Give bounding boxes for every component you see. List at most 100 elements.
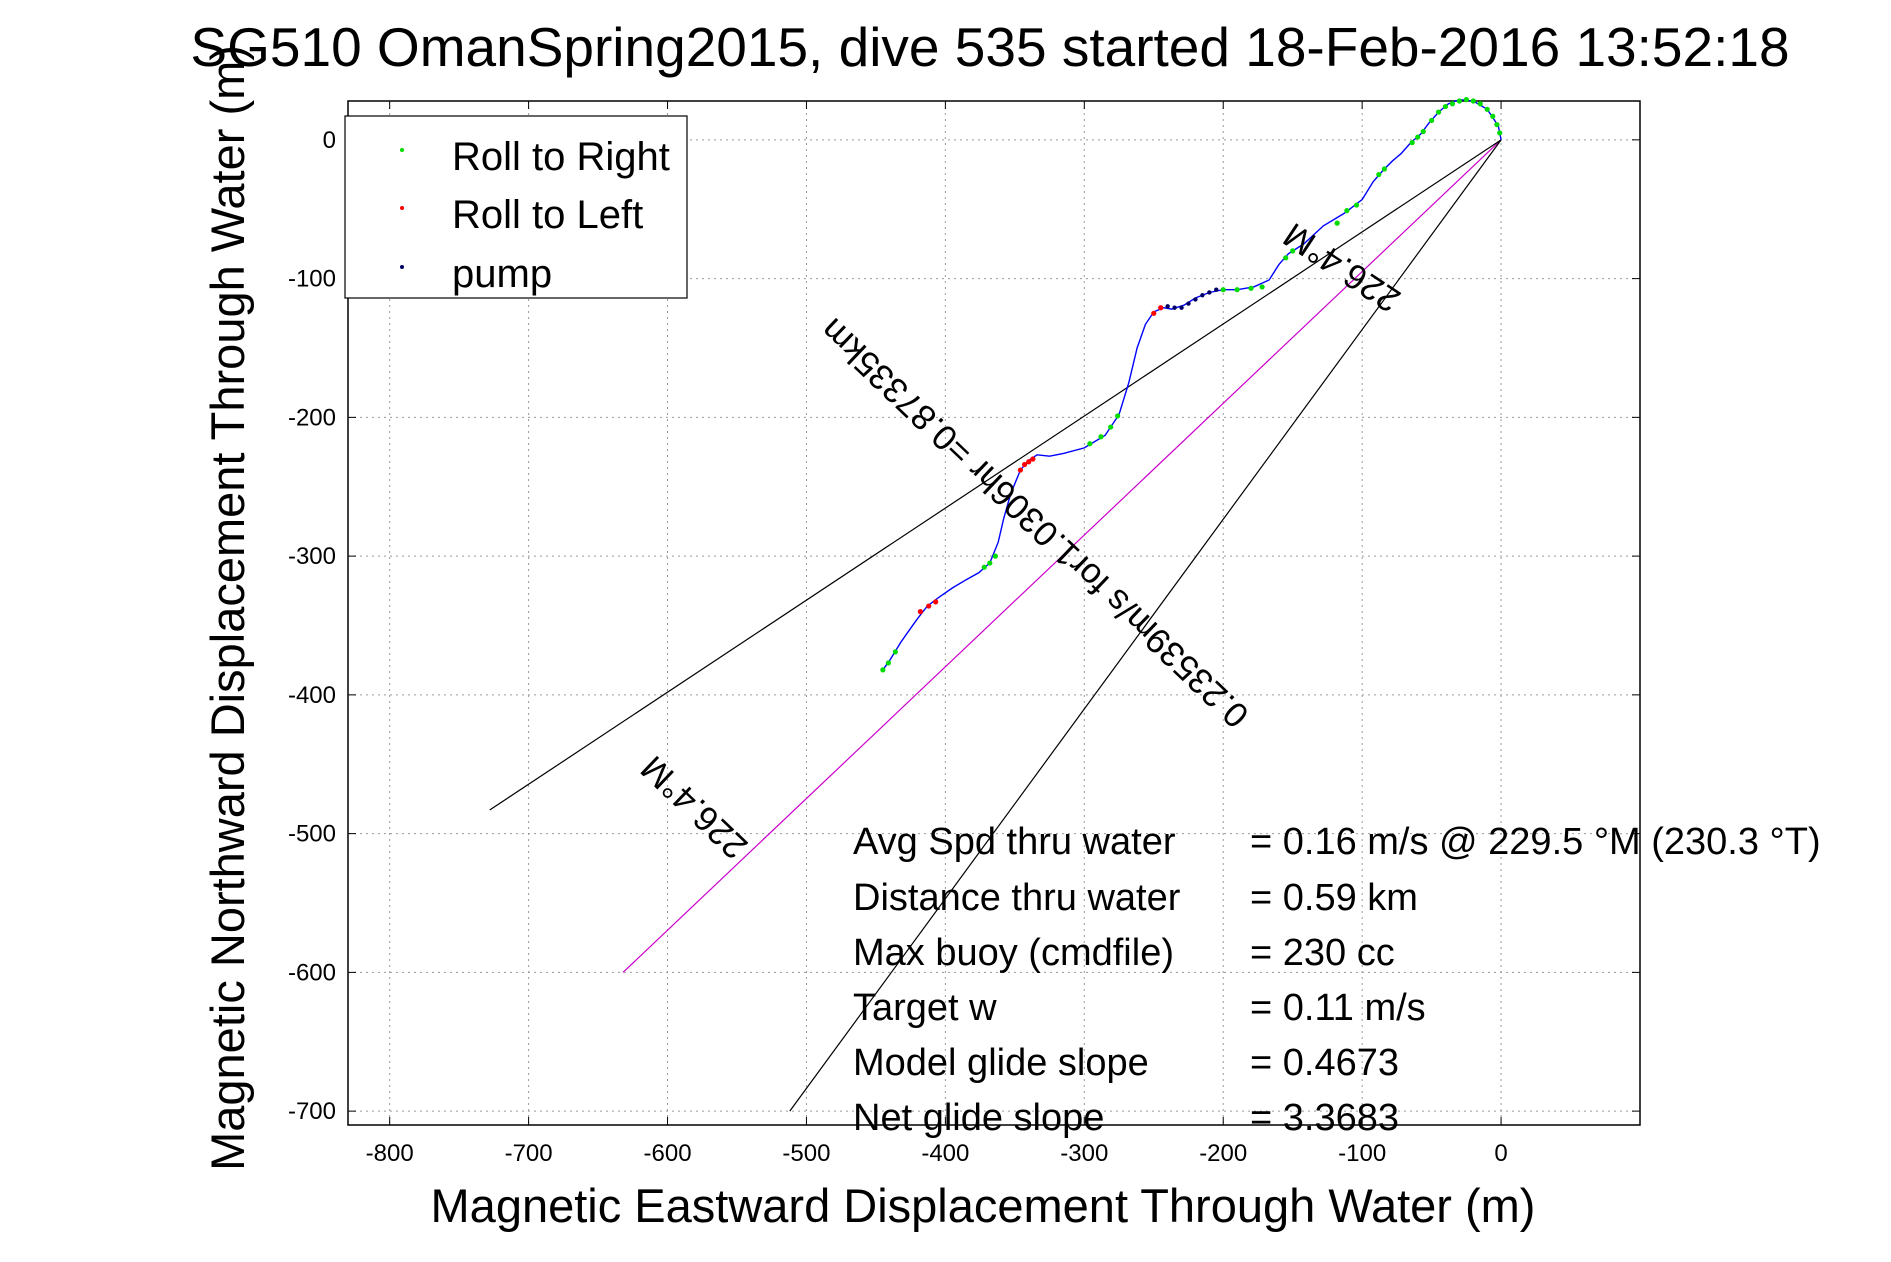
pump-point [1179,305,1184,310]
y-tick-label: -400 [288,682,336,709]
roll-right-point [992,553,998,559]
x-tick-label: -400 [921,1140,969,1167]
grid [348,101,1640,1125]
x-tick-label: -300 [1060,1140,1108,1167]
legend: Roll to Right Roll to Left pump [344,115,688,299]
x-tick-label: -100 [1338,1140,1386,1167]
roll-right-point [880,667,886,673]
y-tick-label: -700 [288,1098,336,1125]
roll-left-point [1017,467,1023,473]
stats-block: Avg Spd thru water = 0.16 m/s @ 229.5 °M… [853,821,1821,1139]
roll-right-point [1259,284,1265,290]
axis-ticks: -800 -700 -600 -500 -400 -300 -200 -100 0 0 -100 -2… [288,101,1640,1167]
roll-right-point [1220,287,1226,293]
roll-right-point [1248,285,1254,291]
legend-marker-roll-left [400,206,404,210]
y-axis-label: Magnetic Northward Displacement Through … [201,45,254,1171]
roll-right-point [1484,106,1490,112]
roll-left-point [1026,459,1032,465]
stat-value-6: = 3.3683 [1250,1097,1399,1139]
y-tick-label: -100 [288,266,336,293]
x-tick-label: -500 [782,1140,830,1167]
stat-label-2: Distance thru water [853,877,1181,919]
roll-right-point [1334,220,1340,226]
roll-left-point [933,599,939,605]
roll-right-point [1115,413,1121,419]
pump-point [1193,297,1198,302]
stat-value-5: = 0.4673 [1250,1042,1399,1084]
roll-left-point [1151,310,1157,316]
roll-left-point [1158,305,1164,311]
stat-label-1: Avg Spd thru water [853,821,1176,863]
roll-right-point [1108,424,1114,430]
roll-right-point [1290,248,1296,254]
roll-right-point [1435,109,1442,115]
roll-right-point [892,649,898,655]
stat-value-1: = 0.16 m/s @ 229.5 °M (230.3 °T) [1250,821,1821,863]
envelope-lower [789,139,1502,1112]
y-tick-label: -600 [288,959,336,986]
x-tick-label: -800 [366,1140,414,1167]
roll-right-point [1234,287,1240,293]
roll-right-point [1470,98,1476,104]
roll-right-point [1442,103,1449,110]
roll-right-point [1490,113,1496,119]
y-tick-label: -300 [288,543,336,570]
stat-label-3: Max buoy (cmdfile) [853,932,1174,974]
pump-point [1207,290,1212,295]
y-tick-label: -500 [288,821,336,848]
pump-point [1172,305,1177,310]
chart-title: SG510 OmanSpring2015, dive 535 started 1… [190,16,1789,78]
roll-right-point [1494,121,1500,128]
roll-right-point [1283,255,1289,261]
roll-right-point [885,660,892,666]
roll-right-point [1098,434,1104,440]
roll-left-point [926,603,932,609]
x-tick-label: 0 [1494,1140,1507,1167]
roll-right-point [1463,97,1469,103]
roll-right-point [1376,171,1382,178]
legend-marker-roll-right [400,148,404,152]
reference-lines [489,139,1502,1112]
roll-left-point [917,609,923,615]
stat-value-3: = 230 cc [1250,932,1395,974]
stat-label-5: Model glide slope [853,1042,1149,1084]
y-tick-label: -200 [288,404,336,431]
roll-right-point [1429,117,1435,124]
roll-right-point [1087,441,1093,447]
roll-right-point [1344,208,1350,214]
roll-left-point [1021,461,1028,468]
x-tick-label: -700 [505,1140,553,1167]
roll-right-point [1456,98,1462,104]
stat-label-6: Net glide slope [853,1097,1104,1139]
x-tick-label: -600 [644,1140,692,1167]
markers [880,97,1503,673]
roll-right-point [987,560,993,566]
stat-value-4: = 0.11 m/s [1250,987,1426,1029]
envelope-upper [489,139,1502,811]
pump-point [1200,293,1205,298]
pump-point [1165,304,1170,309]
x-axis-label: Magnetic Eastward Displacement Through W… [431,1179,1536,1232]
heading-line [622,139,1502,973]
roll-right-point [1353,202,1360,208]
roll-right-point [1497,130,1503,136]
pump-point [1214,287,1219,292]
legend-label-roll-left: Roll to Left [452,193,643,237]
roll-right-point [1449,101,1456,107]
stat-value-2: = 0.59 km [1250,877,1418,919]
plot-area: -800 -700 -600 -500 -400 -300 -200 -100 0 0 -100 -2… [288,97,1641,1167]
pump-point [1186,301,1191,306]
stat-label-4: Target w [853,987,997,1029]
x-tick-label: -200 [1199,1140,1247,1167]
roll-left-point [1030,456,1036,462]
y-tick-label: 0 [323,127,336,154]
roll-right-point [1415,134,1421,140]
legend-label-pump: pump [452,252,552,296]
roll-right-point [1477,101,1483,107]
legend-marker-pump [400,265,404,269]
roll-right-point [1420,128,1426,135]
roll-right-point [981,564,987,570]
roll-right-point [1409,140,1415,146]
